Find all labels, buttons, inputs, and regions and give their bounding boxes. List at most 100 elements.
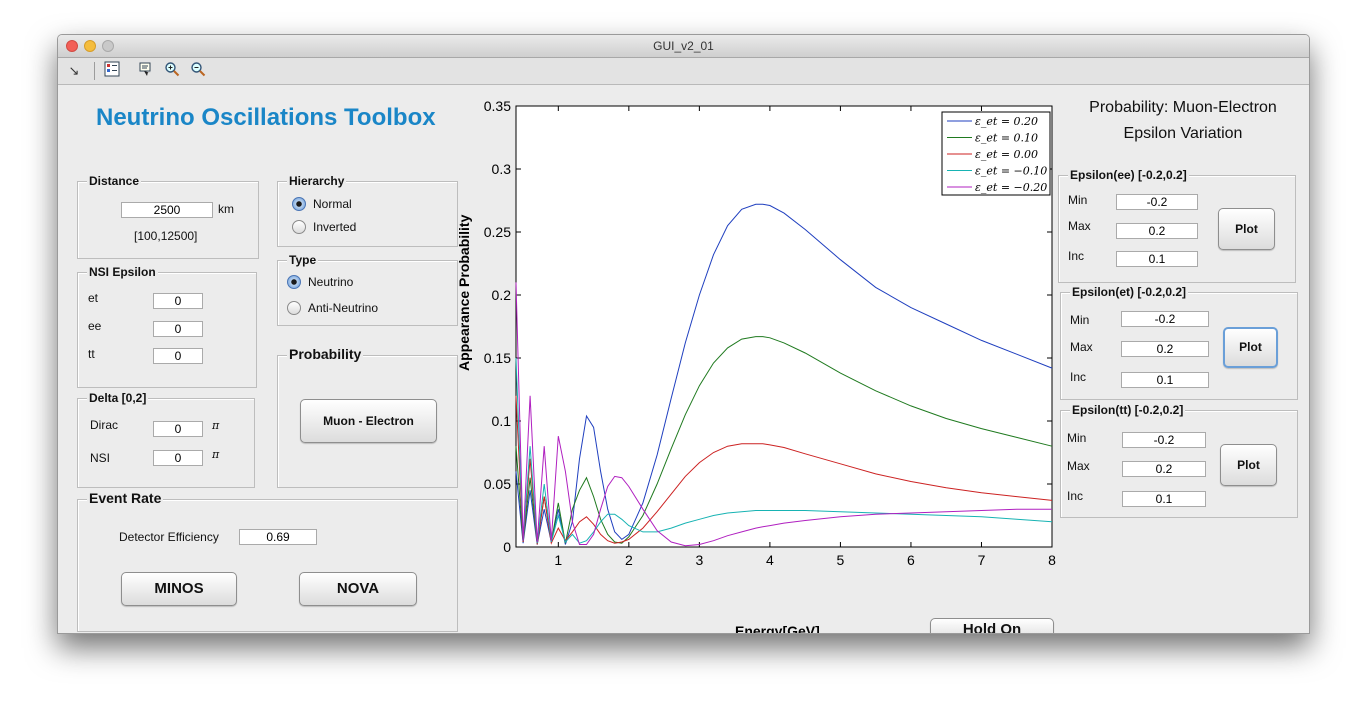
delta-dirac-pi: π (212, 419, 220, 432)
radio-neutrino[interactable] (287, 275, 301, 289)
detector-efficiency-input[interactable]: 0.69 (239, 529, 317, 545)
figure-toolbar: ↘ (58, 58, 1309, 85)
epsilon-ee-title: Epsilon(ee) [-0.2,0.2] (1068, 167, 1189, 183)
x-tick-label: 8 (1048, 552, 1056, 568)
event-rate-panel-title: Event Rate (87, 490, 164, 506)
probability-panel: Probability Muon - Electron (277, 346, 458, 488)
nsi-et-input[interactable]: 0 (153, 293, 203, 309)
epsilon-et-inc-input[interactable]: 0.1 (1121, 372, 1209, 388)
distance-panel: Distance 2500 km [100,12500] (77, 173, 259, 259)
arrow-icon[interactable]: ↘ (68, 63, 80, 78)
nsi-tt-label: tt (88, 347, 95, 361)
delta-panel-title: Delta [0,2] (87, 390, 149, 406)
epsilon-tt-min-input[interactable]: -0.2 (1122, 432, 1206, 448)
zoom-in-icon[interactable] (162, 61, 182, 81)
legend-label-1: ε_et = 0.10 (975, 132, 1038, 145)
data-cursor-icon[interactable] (136, 61, 156, 81)
x-tick-label: 2 (625, 552, 633, 568)
detector-efficiency-label: Detector Efficiency (119, 530, 219, 544)
minimize-window-button[interactable] (84, 40, 96, 52)
epsilon-ee-plot-button[interactable]: Plot (1218, 208, 1275, 250)
zoom-window-button[interactable] (102, 40, 114, 52)
x-tick-label: 3 (695, 552, 703, 568)
epsilon-ee-min-label: Min (1068, 193, 1088, 207)
epsilon-tt-panel: Epsilon(tt) [-0.2,0.2] Min -0.2 Max 0.2 … (1060, 402, 1298, 518)
muon-electron-button[interactable]: Muon - Electron (300, 399, 437, 443)
legend-label-4: ε_et = −0.20 (975, 181, 1047, 194)
zoom-out-icon[interactable] (188, 61, 208, 81)
epsilon-tt-inc-input[interactable]: 0.1 (1122, 491, 1206, 507)
window-title: GUI_v2_01 (653, 39, 714, 53)
legend-label-2: ε_et = 0.00 (975, 148, 1038, 161)
app-window: GUI_v2_01 ↘ Neutrino Oscillations Toolbo… (57, 34, 1310, 634)
type-panel: Type Neutrino Anti-Neutrino (277, 252, 458, 326)
epsilon-ee-max-input[interactable]: 0.2 (1116, 223, 1198, 239)
epsilon-et-max-input[interactable]: 0.2 (1121, 341, 1209, 357)
right-title-line1: Probability: Muon-Electron (1089, 99, 1277, 116)
y-axis-label: Appearance Probability (456, 214, 472, 371)
epsilon-ee-inc-label: Inc (1068, 249, 1085, 263)
epsilon-ee-panel: Epsilon(ee) [-0.2,0.2] Min -0.2 Max 0.2 … (1058, 167, 1296, 283)
delta-dirac-label: Dirac (90, 418, 119, 432)
delta-panel: Delta [0,2] Dirac 0 π NSI 0 π (77, 390, 255, 488)
distance-input[interactable]: 2500 (121, 202, 213, 218)
series-line-4 (515, 282, 1052, 547)
right-title-line2: Epsilon Variation (1123, 125, 1243, 142)
minos-button[interactable]: MINOS (121, 572, 237, 606)
epsilon-tt-plot-button[interactable]: Plot (1220, 444, 1277, 486)
epsilon-et-plot-button[interactable]: Plot (1223, 327, 1278, 368)
delta-nsi-pi: π (212, 448, 220, 461)
y-tick-label: 0.1 (492, 413, 512, 429)
nsi-ee-label: ee (88, 319, 102, 333)
probability-panel-title: Probability (287, 346, 364, 362)
epsilon-et-max-label: Max (1070, 340, 1093, 354)
epsilon-ee-min-input[interactable]: -0.2 (1116, 194, 1198, 210)
epsilon-ee-max-label: Max (1068, 219, 1091, 233)
nsi-ee-input[interactable]: 0 (153, 321, 203, 337)
hold-on-button[interactable]: Hold On (930, 618, 1054, 633)
radio-inverted[interactable] (292, 220, 306, 234)
nsi-epsilon-panel-title: NSI Epsilon (87, 264, 158, 280)
radio-neutrino-label: Neutrino (308, 275, 354, 289)
x-tick-label: 5 (837, 552, 845, 568)
probability-chart[interactable]: 0 0.05 0.1 0.15 0.2 0.25 0.3 0.35 1 2 3 4 5 6 7 8 ε_et =… (458, 85, 1098, 585)
event-rate-panel: Event Rate Detector Efficiency 0.69 MINO… (77, 490, 458, 632)
radio-inverted-label: Inverted (313, 220, 357, 234)
legend-label-3: ε_et = −0.10 (975, 165, 1047, 178)
epsilon-tt-inc-label: Inc (1067, 489, 1084, 503)
nova-button[interactable]: NOVA (299, 572, 417, 606)
y-tick-label: 0.35 (484, 98, 511, 114)
x-tick-label: 7 (978, 552, 986, 568)
radio-anti-neutrino[interactable] (287, 301, 301, 315)
epsilon-tt-min-label: Min (1067, 431, 1087, 445)
epsilon-tt-title: Epsilon(tt) [-0.2,0.2] (1070, 402, 1186, 418)
x-tick-label: 4 (766, 552, 774, 568)
epsilon-et-min-input[interactable]: -0.2 (1121, 311, 1209, 327)
close-window-button[interactable] (66, 40, 78, 52)
series-line-1 (515, 336, 1053, 544)
delta-nsi-label: NSI (90, 451, 111, 465)
distance-unit: km (218, 202, 234, 216)
delta-nsi-input[interactable]: 0 (153, 450, 203, 466)
radio-normal[interactable] (292, 197, 306, 211)
y-tick-label: 0 (503, 539, 511, 555)
nsi-et-label: et (88, 291, 99, 305)
distance-panel-title: Distance (87, 173, 142, 189)
series-line-2 (515, 395, 1053, 545)
series-line-3 (515, 357, 1053, 544)
delta-dirac-input[interactable]: 0 (153, 421, 203, 437)
epsilon-ee-inc-input[interactable]: 0.1 (1116, 251, 1198, 267)
y-tick-label: 0.15 (484, 350, 511, 366)
plot-browser-icon[interactable] (102, 61, 122, 81)
y-tick-label: 0.05 (484, 476, 511, 492)
toolbar-separator (94, 62, 95, 80)
type-panel-title: Type (287, 252, 319, 268)
epsilon-et-panel: Epsilon(et) [-0.2,0.2] Min -0.2 Max 0.2 … (1060, 284, 1298, 400)
nsi-tt-input[interactable]: 0 (153, 348, 203, 364)
legend-label-0: ε_et = 0.20 (975, 115, 1038, 128)
epsilon-et-inc-label: Inc (1070, 370, 1087, 384)
hierarchy-panel: Hierarchy Normal Inverted (277, 173, 458, 247)
series-line-0 (515, 203, 1053, 545)
title-bar: GUI_v2_01 (58, 35, 1309, 58)
epsilon-tt-max-input[interactable]: 0.2 (1122, 461, 1206, 477)
